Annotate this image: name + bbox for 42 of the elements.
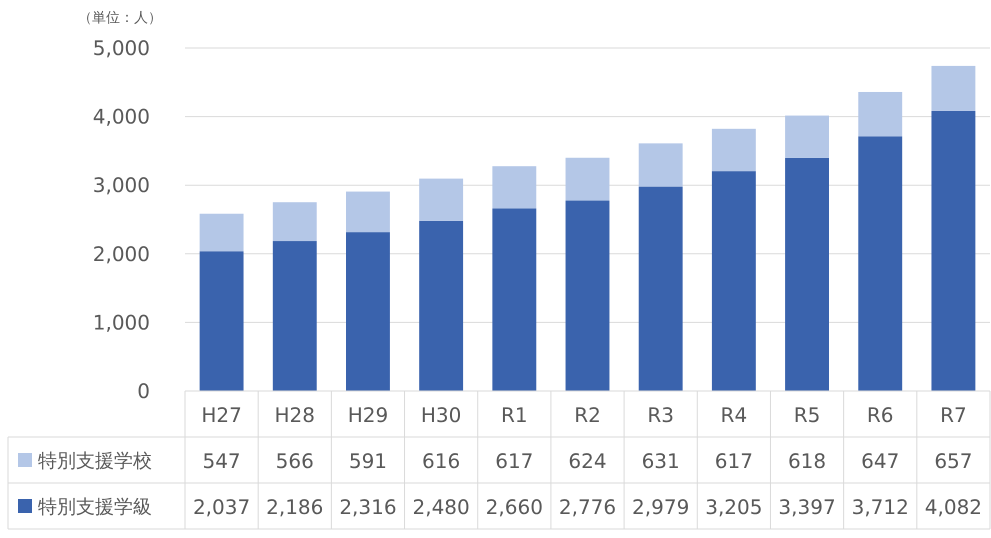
y-tick-label: 0 [137, 379, 150, 403]
y-tick-label: 4,000 [92, 104, 150, 129]
x-tick-label: H30 [420, 403, 462, 427]
data-label: 566 [276, 449, 314, 473]
legend-label: 特別支援学校 [38, 450, 152, 472]
data-label: 657 [934, 449, 973, 473]
y-axis-title: （単位：人） [78, 10, 162, 26]
x-tick-label: H27 [201, 403, 242, 427]
data-label: 2,776 [558, 495, 616, 519]
x-tick-label: R7 [940, 403, 967, 427]
legend-label: 特別支援学級 [38, 496, 152, 518]
x-tick-label: H29 [348, 403, 388, 427]
data-label: 547 [202, 449, 241, 473]
data-label: 3,397 [778, 495, 836, 519]
data-label: 2,480 [412, 495, 470, 519]
x-tick-label: R4 [720, 403, 748, 427]
x-tick-label: R6 [866, 403, 894, 427]
x-tick-label: R3 [647, 403, 674, 427]
y-tick-label: 3,000 [92, 173, 150, 198]
data-label: 618 [788, 449, 826, 473]
data-label: 631 [642, 449, 680, 473]
data-label: 2,660 [486, 495, 543, 519]
data-label: 647 [861, 449, 900, 473]
x-tick-label: R5 [794, 403, 820, 427]
data-label: 2,979 [632, 495, 690, 519]
y-tick-label: 2,000 [92, 242, 150, 266]
data-label: 616 [422, 449, 460, 473]
data-label: 2,316 [339, 495, 397, 519]
data-label: 2,037 [192, 495, 250, 519]
x-tick-label: R2 [574, 403, 601, 427]
data-label: 3,205 [705, 495, 762, 519]
data-label: 617 [714, 449, 753, 473]
data-label: 3,712 [852, 495, 909, 519]
data-label: 4,082 [924, 495, 982, 519]
data-label: 624 [568, 449, 607, 473]
x-tick-label: R1 [501, 403, 528, 427]
data-label: 2,186 [266, 495, 324, 519]
y-tick-label: 5,000 [92, 36, 150, 60]
data-label: 617 [495, 449, 534, 473]
y-tick-label: 1,000 [92, 310, 150, 334]
x-tick-label: H28 [274, 403, 316, 427]
data-label: 591 [348, 449, 388, 473]
